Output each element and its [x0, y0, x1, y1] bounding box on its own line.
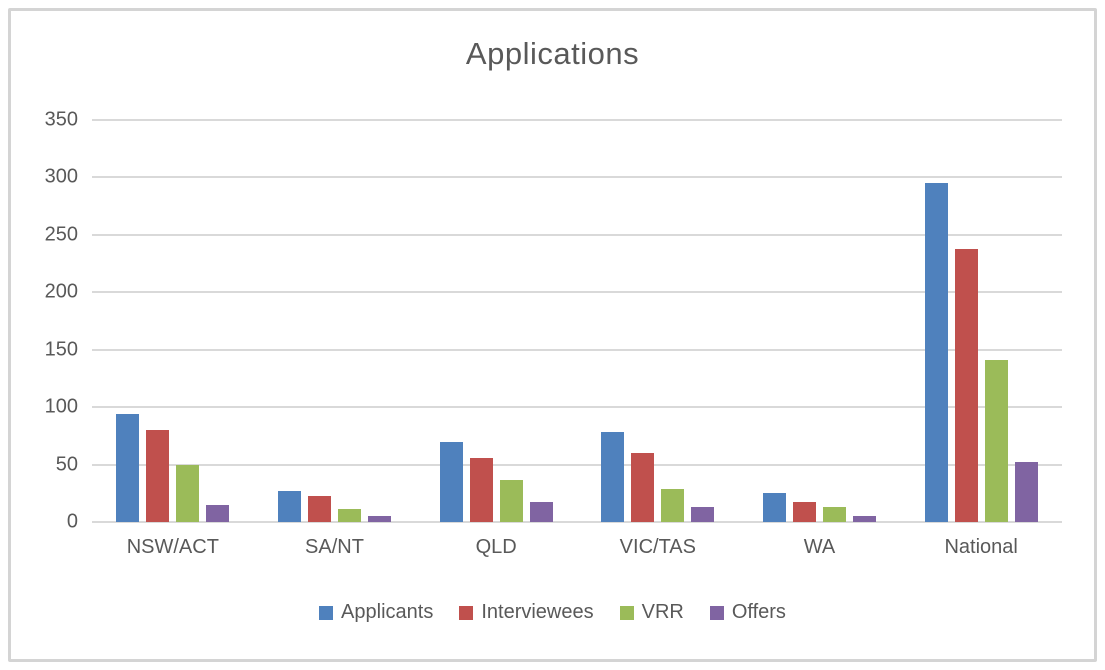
bar-interviewees [793, 502, 816, 522]
bar-vrr [176, 464, 200, 522]
bar-offers [206, 504, 230, 522]
bar-group-wa [763, 120, 876, 522]
legend-marker-icon [319, 605, 334, 620]
gridline-0 [92, 521, 1062, 523]
y-tick-label: 350 [44, 108, 78, 131]
y-tick-label: 200 [44, 280, 78, 303]
bar-group-national [924, 120, 1038, 522]
y-tick-label: 0 [66, 510, 78, 533]
legend-marker-icon [459, 605, 474, 620]
legend-item-applicants: Applicants [319, 601, 433, 624]
bar-group-sa-nt [278, 120, 391, 522]
legend-label: Interviewees [481, 601, 594, 623]
legend-label: Offers [731, 601, 786, 623]
bar-applicants [924, 183, 948, 522]
bar-interviewees [954, 248, 978, 522]
gridline-250 [92, 233, 1062, 236]
bar-offers [368, 516, 391, 522]
bar-group-nsw-act [116, 120, 230, 522]
gridline-200 [92, 291, 1062, 294]
bar-interviewees [631, 453, 655, 522]
x-category-label: NSW/ACT [126, 536, 219, 558]
legend-marker-icon [709, 605, 724, 620]
gridline-150 [92, 348, 1062, 351]
x-category-label: VIC/TAS [619, 536, 696, 558]
legend-item-offers: Offers [709, 601, 786, 624]
bar-interviewees [308, 495, 331, 522]
x-category-label: QLD [475, 536, 517, 558]
bar-vrr [499, 479, 523, 522]
bar-offers [691, 507, 715, 522]
y-tick-label: 250 [44, 223, 78, 246]
gridline-50 [92, 463, 1062, 466]
bar-vrr [984, 360, 1008, 522]
bar-offers [529, 502, 553, 522]
bar-applicants [601, 432, 625, 522]
plot-area [92, 119, 1062, 523]
bar-offers [853, 516, 876, 522]
x-category-label: WA [803, 536, 836, 558]
chart-title: Applications [465, 36, 640, 71]
legend-item-vrr: VRR [619, 601, 684, 624]
y-tick-label: 300 [44, 165, 78, 188]
bar-interviewees [469, 457, 493, 522]
gridline-300 [92, 176, 1062, 179]
gridline-100 [92, 406, 1062, 409]
bar-group-qld [439, 120, 553, 522]
bar-group-vic-tas [601, 120, 715, 522]
x-category-label: SA/NT [305, 536, 364, 558]
legend-label: Applicants [341, 601, 434, 623]
x-category-label: National [944, 536, 1018, 558]
y-tick-label: 150 [44, 338, 78, 361]
bar-applicants [116, 414, 140, 522]
bar-vrr [661, 488, 685, 522]
bar-offers [1014, 462, 1038, 522]
bar-interviewees [146, 430, 170, 522]
legend-label: VRR [641, 601, 684, 623]
bar-vrr [338, 509, 361, 522]
legend-marker-icon [619, 605, 634, 620]
bar-applicants [278, 491, 301, 522]
y-tick-label: 50 [55, 453, 78, 476]
gridline-350 [92, 119, 1062, 121]
bar-applicants [439, 441, 463, 522]
y-tick-label: 100 [44, 395, 78, 418]
bar-applicants [763, 493, 786, 522]
legend-item-interviewees: Interviewees [459, 601, 594, 624]
bar-vrr [823, 507, 846, 522]
legend: Applicants Interviewees VRR Offers [0, 601, 1105, 624]
